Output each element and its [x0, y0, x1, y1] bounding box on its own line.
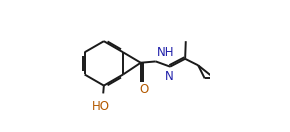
Text: N: N [165, 70, 174, 83]
Text: O: O [139, 83, 148, 96]
Text: NH: NH [156, 46, 174, 60]
Text: HO: HO [92, 100, 110, 113]
